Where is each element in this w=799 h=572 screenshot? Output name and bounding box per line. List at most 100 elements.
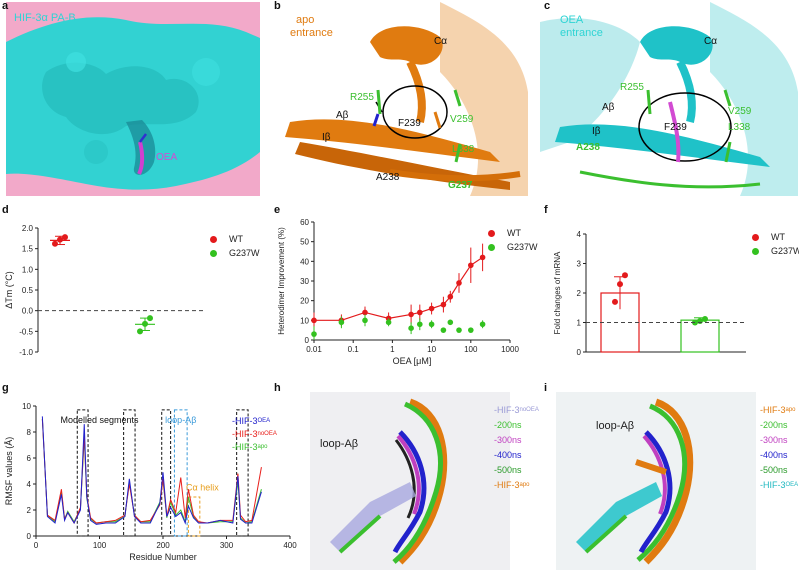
oea-structure-image bbox=[540, 2, 798, 196]
legend-label-wt: WT bbox=[507, 228, 521, 238]
legend-dot-g237w bbox=[210, 249, 217, 257]
overlay-structure-h bbox=[310, 392, 510, 570]
legend-dot-g237w bbox=[488, 243, 495, 251]
legend-i-base-3: -400ns bbox=[760, 449, 788, 460]
x-axis-label: Residue Number bbox=[129, 552, 197, 562]
data-point bbox=[468, 327, 474, 333]
chart-e: 0 10 20 30 40 50 60 0.01 0.1 1 10 100 1000 OEA [μM] He… bbox=[277, 218, 519, 366]
data-point bbox=[612, 298, 618, 305]
data-point bbox=[447, 319, 454, 326]
data-point bbox=[137, 328, 143, 335]
modelled-segment-box bbox=[236, 409, 249, 537]
annotation-calpha: Cα helix bbox=[186, 483, 219, 493]
annotation-modelled: Modelled segments bbox=[60, 415, 139, 425]
panel-a: HIF-3α PA-B OEA bbox=[6, 2, 260, 196]
data-point bbox=[622, 272, 628, 279]
label-v259: V259 bbox=[728, 106, 752, 117]
legend-i-base-2: -300ns bbox=[760, 434, 788, 445]
legend-g-sup-2: apo bbox=[257, 443, 268, 450]
data-point bbox=[62, 234, 68, 241]
legend-i-sup-5: OEA bbox=[785, 481, 799, 488]
data-point bbox=[385, 315, 392, 322]
label-v259: V259 bbox=[450, 114, 474, 125]
legend-h: -HIF-3 noOEA -200ns -300ns -400ns -500ns … bbox=[494, 402, 539, 492]
label-r255: R255 bbox=[620, 82, 644, 93]
label-f239: F239 bbox=[398, 118, 421, 129]
label-calpha: Cα bbox=[704, 36, 718, 47]
legend-i-item-5: -HIF-3 OEA bbox=[760, 477, 798, 492]
y-tick-label: 6 bbox=[27, 454, 32, 463]
legend-h-item-5: -HIF-3 apo bbox=[494, 477, 539, 492]
y-tick-label: 4 bbox=[27, 480, 32, 489]
legend-h-base-2: -300ns bbox=[494, 434, 522, 445]
data-point bbox=[456, 327, 462, 333]
x-tick-label: 400 bbox=[283, 541, 297, 550]
legend-i: -HIF-3 apo -200ns -300ns -400ns -500ns -H… bbox=[760, 402, 798, 492]
x-tick-label: 1 bbox=[390, 345, 395, 354]
modelled-segment-box bbox=[76, 409, 89, 537]
x-tick-label: 10 bbox=[427, 345, 436, 354]
legend-e: WT G237W bbox=[488, 226, 538, 254]
y-tick-label: 8 bbox=[27, 428, 32, 437]
y-tick-label: 0 bbox=[27, 532, 32, 541]
apo-structure-image bbox=[270, 2, 530, 196]
panel-letter-i: i bbox=[544, 382, 548, 394]
y-tick-label: 30 bbox=[300, 277, 309, 286]
y-tick-label: -0.5 bbox=[19, 327, 33, 336]
legend-item-nooea: - HIF-3 noOEA bbox=[232, 428, 277, 439]
fit-line bbox=[314, 256, 483, 321]
legend-g-sup-1: noOEA bbox=[257, 430, 277, 437]
legend-i-item-0: -HIF-3 apo bbox=[760, 402, 798, 417]
rmsf-line bbox=[41, 418, 262, 525]
y-tick-label: -1.0 bbox=[19, 348, 33, 357]
y-tick-label: 1.5 bbox=[22, 245, 34, 254]
legend-dot-g237w bbox=[752, 247, 759, 255]
y-tick-label: 0 bbox=[577, 348, 582, 357]
x-tick-label: 300 bbox=[220, 541, 234, 550]
x-tick-label: 1000 bbox=[501, 345, 519, 354]
data-point bbox=[617, 281, 623, 288]
data-point bbox=[416, 309, 423, 316]
legend-h-sup-5: apo bbox=[519, 481, 530, 488]
label-a238: A238 bbox=[576, 142, 600, 153]
data-point bbox=[416, 321, 423, 328]
modelled-segment-box bbox=[123, 409, 136, 537]
legend-i-base-1: -200ns bbox=[760, 419, 788, 430]
data-point bbox=[468, 262, 474, 269]
legend-h-item-0: -HIF-3 noOEA bbox=[494, 402, 539, 417]
y-tick-label: 0.5 bbox=[22, 286, 34, 295]
loop-abeta-box bbox=[173, 409, 188, 537]
data-point bbox=[408, 311, 414, 318]
data-point bbox=[440, 327, 447, 333]
label-ibeta: Iβ bbox=[322, 132, 331, 143]
legend-g-base-1: HIF-3 bbox=[235, 428, 258, 439]
chart-d: 2.0 1.5 1.0 0.5 0.0 -0.5 -1.0 ΔTm (°C) bbox=[4, 224, 204, 357]
panel-letter-g: g bbox=[2, 382, 9, 394]
legend-i-item-4: -500ns bbox=[760, 462, 798, 477]
data-point bbox=[428, 305, 435, 312]
legend-label-g237w: G237W bbox=[771, 246, 799, 256]
label-r255: R255 bbox=[350, 92, 374, 103]
legend-i-sup-0: apo bbox=[785, 406, 796, 413]
legend-label-g237w: G237W bbox=[229, 248, 260, 258]
x-tick-label: 0.1 bbox=[348, 345, 360, 354]
data-point bbox=[52, 240, 58, 247]
data-point bbox=[311, 317, 317, 324]
legend-i-item-1: -200ns bbox=[760, 417, 798, 432]
y-tick-label: 2.0 bbox=[22, 224, 34, 233]
panel-i: loop-Aβ bbox=[556, 392, 756, 570]
y-tick-label: 60 bbox=[300, 218, 309, 227]
data-point bbox=[362, 317, 368, 324]
data-point bbox=[447, 293, 454, 300]
panel-letter-h: h bbox=[274, 382, 281, 394]
y-tick-label: 1 bbox=[577, 319, 582, 328]
y-axis-label: Heterodimer Improvement (%) bbox=[277, 227, 286, 335]
y-tick-label: 2 bbox=[577, 289, 582, 298]
data-point bbox=[456, 280, 462, 286]
label-a238: A238 bbox=[376, 172, 400, 183]
legend-dot-wt bbox=[210, 235, 217, 243]
legend-i-base-5: -HIF-3 bbox=[760, 479, 786, 490]
legend-i-item-3: -400ns bbox=[760, 447, 798, 462]
data-point bbox=[479, 321, 486, 328]
legend-g-base-0: HIF-3 bbox=[235, 415, 258, 426]
